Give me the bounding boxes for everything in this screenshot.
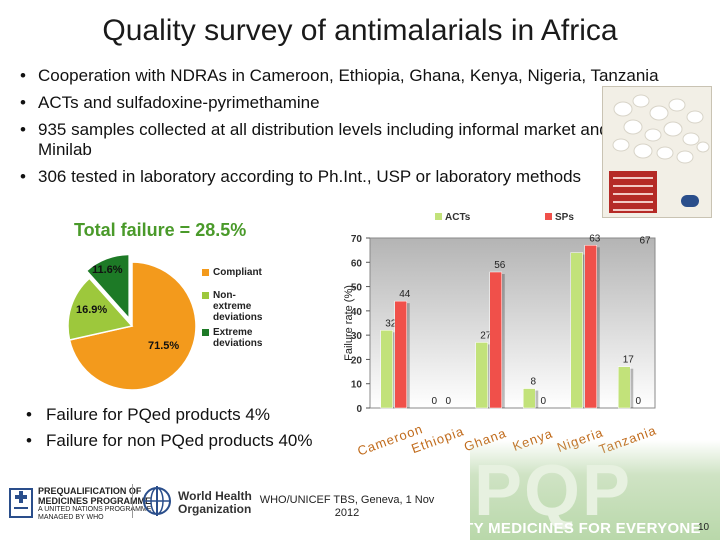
programme-line: MEDICINES PROGRAMME [38, 496, 152, 506]
data-label: 0 [445, 396, 451, 407]
pie-legend: Compliant Non-extreme deviations Extreme d… [202, 267, 262, 353]
legend-label: extreme [213, 301, 252, 312]
bar [584, 245, 597, 409]
pie-label-non-extreme: 16.9% [76, 304, 108, 316]
legend-swatch [202, 269, 209, 276]
bar [489, 271, 502, 409]
pills-illustration [612, 94, 710, 164]
legend-label: deviations [213, 338, 263, 349]
conference-line: WHO/UNICEF TBS, Geneva, 1 Nov [259, 494, 435, 506]
y-tick-label: 30 [351, 331, 363, 342]
legend-label: Extreme [213, 327, 253, 338]
footer-green-band [470, 440, 720, 540]
legend-item-compliant: Compliant [202, 267, 262, 278]
y-tick-label: 0 [356, 404, 362, 415]
who-emblem-icon [681, 195, 699, 207]
cover-title-band [609, 171, 657, 213]
legend-swatch [202, 329, 209, 336]
legend-label: SPs [555, 212, 574, 223]
programme-subline: MANAGED BY WHO [38, 514, 104, 521]
data-label: 67 [639, 235, 651, 246]
bullet-item: • ACTs and sulfadoxine-pyrimethamine [18, 93, 708, 113]
y-tick-label: 70 [351, 234, 363, 245]
legend-label: Non- [213, 290, 236, 301]
page-number: 10 [698, 522, 710, 533]
bullet-item: • Failure for non PQed products 40% [24, 430, 312, 452]
slide-title: Quality survey of antimalarials in Afric… [102, 14, 618, 47]
data-label: 44 [399, 289, 411, 300]
bullet-text: Cooperation with NDRAs in Cameroon, Ethi… [38, 66, 659, 85]
who-logo-icon [143, 486, 171, 516]
data-label: 8 [530, 377, 536, 388]
legend-swatch [435, 213, 442, 220]
bullet-list: • Cooperation with NDRAs in Cameroon, Eth… [18, 66, 708, 194]
legend-label: Compliant [213, 267, 262, 278]
bullet-item: • 935 samples collected at all distributi… [18, 120, 708, 160]
bar [618, 366, 631, 409]
legend-swatch [545, 213, 552, 220]
pqp-watermark: PQP [474, 451, 633, 531]
bullet-glyph: • [20, 167, 26, 186]
bullet-item: • Failure for PQed products 4% [24, 404, 312, 426]
legend-item-non-extreme: Non-extreme deviations [202, 290, 262, 323]
data-label: 32 [385, 318, 397, 329]
bullet-item: • Cooperation with NDRAs in Cameroon, Eth… [18, 66, 708, 86]
y-tick-label: 10 [351, 380, 363, 391]
bullet-text: Failure for PQed products 4% [46, 405, 270, 424]
y-axis-label: Failure rate (%) [343, 285, 355, 361]
data-label: 0 [431, 396, 437, 407]
programme-subline: A UNITED NATIONS PROGRAMME [38, 506, 152, 513]
who-name: World Health Organization [178, 490, 252, 516]
data-label: 0 [635, 396, 641, 407]
legend-item-extreme: Extreme deviations [202, 327, 262, 349]
bar [475, 342, 488, 409]
bullet-glyph: • [20, 120, 26, 139]
divider [132, 484, 133, 518]
bullet-text: 935 samples collected at all distributio… [38, 120, 707, 159]
y-tick-label: 60 [351, 258, 363, 269]
y-tick-label: 50 [351, 283, 363, 294]
bullet-text: 306 tested in laboratory according to Ph… [38, 167, 582, 186]
data-label: 0 [540, 396, 546, 407]
bar [523, 388, 536, 409]
data-label: 17 [623, 355, 635, 366]
bullet-text: ACTs and sulfadoxine-pyrimethamine [38, 93, 320, 112]
bullet-glyph: • [20, 93, 26, 112]
prequalification-logo-icon [9, 488, 33, 518]
who-line: Organization [178, 502, 252, 516]
bullet-item: • 306 tested in laboratory according to P… [18, 167, 708, 187]
bar [570, 252, 583, 409]
legend-swatch [202, 292, 209, 299]
pie-slice [85, 253, 130, 321]
plot-area [369, 237, 656, 409]
conference-line: 2012 [334, 507, 360, 519]
bullet-glyph: • [26, 405, 32, 424]
bullet-glyph: • [20, 66, 26, 85]
y-tick-label: 20 [351, 355, 363, 366]
data-label: 63 [589, 233, 601, 244]
legend-label: deviations [213, 312, 263, 323]
report-cover-image [602, 86, 712, 218]
legend-label: ACTs [445, 212, 471, 223]
pie-label-extreme: 11.6% [92, 264, 123, 276]
pie-title: Total failure = 28.5% [74, 220, 247, 240]
data-label: 56 [494, 260, 506, 271]
programme-name: PREQUALIFICATION OF MEDICINES PROGRAMME … [38, 486, 151, 522]
failure-pie-chart [67, 253, 197, 391]
bullet-text: Failure for non PQed products 40% [46, 431, 313, 450]
conference-note: WHO/UNICEF TBS, Geneva, 1 Nov 2012 [252, 494, 442, 520]
pie-label-compliant: 71.5% [148, 340, 180, 352]
y-tick-label: 40 [351, 307, 363, 318]
bar [380, 330, 393, 409]
bar [394, 300, 407, 409]
tagline: QUALITY MEDICINES FOR EVERYONE [416, 520, 701, 537]
data-label: 27 [480, 330, 492, 341]
who-line: World Health [178, 489, 252, 503]
bullet-glyph: • [26, 431, 32, 450]
bullet-list-secondary: • Failure for PQed products 4% • Failure f… [24, 404, 312, 456]
programme-line: PREQUALIFICATION OF [38, 486, 142, 496]
pie-slice [67, 277, 134, 341]
failure-rate-bar-chart: ACTs SPs 0 10 20 30 40 50 60 70 Failure rate (%) 32… [343, 212, 658, 459]
